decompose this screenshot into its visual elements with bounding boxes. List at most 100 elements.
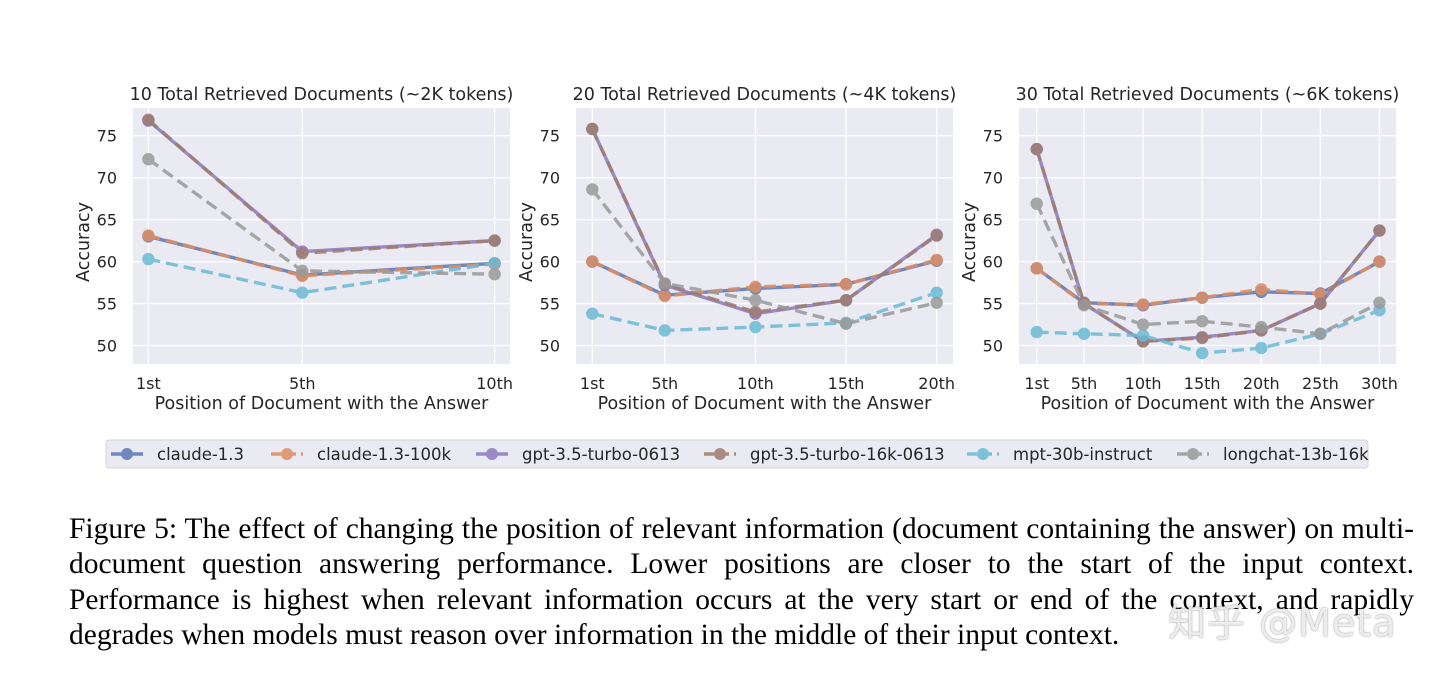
data-point bbox=[1136, 329, 1150, 342]
data-point bbox=[1195, 314, 1209, 328]
legend-label: claude-1.3 bbox=[157, 445, 244, 464]
data-point bbox=[1373, 255, 1386, 268]
legend-label: gpt-3.5-turbo-16k-0613 bbox=[750, 445, 945, 464]
y-tick-label: 50 bbox=[97, 337, 117, 356]
data-point bbox=[1136, 298, 1150, 311]
data-point bbox=[749, 294, 762, 307]
data-point bbox=[1195, 331, 1209, 345]
y-tick-label: 75 bbox=[97, 127, 117, 146]
y-tick-label: 75 bbox=[983, 127, 1003, 146]
data-point bbox=[488, 234, 501, 247]
data-point bbox=[1314, 327, 1327, 340]
chart-panel-3: 50 55 60 65 70 75 1st 5th 10th 15th 20th 25th 30th 30… bbox=[960, 85, 1399, 414]
series-mpt-30b-instruct bbox=[142, 252, 501, 299]
data-point bbox=[142, 113, 155, 126]
data-point bbox=[749, 320, 762, 334]
chart-panel-1: 50 55 60 65 70 75 1st 5th 10th 10 Total Retrieved… bbox=[74, 85, 513, 414]
data-point bbox=[839, 317, 853, 330]
series-mpt-30b-instruct bbox=[586, 286, 943, 337]
watermark: 知乎 @Meta bbox=[1168, 601, 1397, 645]
legend-item-longchat-13b-16k bbox=[1177, 448, 1209, 460]
data-point bbox=[930, 229, 943, 242]
data-point bbox=[586, 255, 599, 268]
legend-item-mpt-30b-instruct bbox=[967, 448, 999, 460]
plot-area bbox=[133, 108, 510, 364]
y-axis-label: Accuracy bbox=[517, 202, 537, 282]
chart-panels: 50 55 60 65 70 75 1st 5th 10th 10 Total Retrieved… bbox=[74, 85, 1399, 414]
x-tick-label: 20th bbox=[918, 374, 955, 393]
x-tick-label: 10th bbox=[476, 374, 513, 393]
data-point bbox=[1373, 296, 1386, 309]
legend-marker bbox=[977, 448, 989, 460]
y-tick-label: 60 bbox=[983, 253, 1003, 272]
series-longchat-13b-16k bbox=[586, 183, 943, 330]
legend-label: longchat-13b-16k bbox=[1223, 445, 1369, 464]
x-tick-label: 30th bbox=[1361, 374, 1398, 393]
series-line bbox=[590, 128, 938, 314]
y-tick-label: 55 bbox=[540, 295, 560, 314]
legend-item-gpt-3.5-turbo-0613 bbox=[476, 448, 508, 460]
data-point bbox=[296, 264, 309, 278]
x-tick-label: 10th bbox=[737, 374, 774, 393]
legend: claude-1.3 claude-1.3-100k gpt-3.5-turbo-0… bbox=[105, 439, 1369, 469]
x-tick-label: 20th bbox=[1243, 374, 1280, 393]
legend-label: mpt-30b-instruct bbox=[1013, 445, 1153, 464]
data-point bbox=[658, 324, 672, 337]
data-point bbox=[586, 122, 599, 136]
x-tick-label: 5th bbox=[289, 374, 316, 393]
legend-item-claude-1.3 bbox=[111, 448, 143, 460]
data-point bbox=[839, 278, 853, 291]
data-point bbox=[296, 247, 309, 260]
data-point bbox=[1030, 262, 1043, 275]
series-longchat-13b-16k bbox=[142, 153, 501, 281]
data-point bbox=[658, 289, 672, 303]
x-axis-label: Position of Document with the Answer bbox=[155, 394, 490, 414]
chart-title: 30 Total Retrieved Documents (~6K tokens… bbox=[1016, 85, 1400, 105]
data-point bbox=[1195, 291, 1209, 304]
data-point bbox=[142, 229, 155, 242]
data-point bbox=[930, 296, 943, 309]
data-point bbox=[1030, 142, 1043, 156]
data-point bbox=[488, 257, 501, 270]
legend-marker bbox=[486, 448, 498, 460]
x-tick-label: 1st bbox=[136, 374, 161, 393]
x-tick-label: 5th bbox=[1071, 374, 1098, 393]
x-tick-label: 1st bbox=[1024, 374, 1049, 393]
data-point bbox=[1077, 299, 1091, 312]
y-tick-label: 70 bbox=[97, 169, 117, 188]
x-tick-label: 5th bbox=[652, 374, 679, 393]
figure-caption: Figure 5: The effect of changing the pos… bbox=[69, 513, 1414, 651]
y-tick-label: 55 bbox=[97, 295, 117, 314]
data-point bbox=[142, 153, 155, 166]
y-axis-label: Accuracy bbox=[74, 202, 94, 282]
y-tick-label: 50 bbox=[540, 337, 560, 356]
data-point bbox=[749, 280, 762, 293]
series-longchat-13b-16k bbox=[1030, 197, 1386, 340]
data-point bbox=[296, 286, 309, 299]
data-point bbox=[930, 253, 943, 267]
y-tick-label: 70 bbox=[983, 169, 1003, 188]
legend-marker bbox=[281, 448, 293, 460]
data-point bbox=[749, 305, 762, 319]
y-tick-label: 75 bbox=[540, 127, 560, 146]
data-point bbox=[586, 183, 599, 196]
data-point bbox=[1314, 297, 1327, 310]
x-axis-label: Position of Document with the Answer bbox=[598, 394, 933, 414]
data-point bbox=[488, 267, 501, 281]
data-point bbox=[1030, 325, 1043, 339]
series-line bbox=[590, 188, 938, 326]
chart-panel-2: 50 55 60 65 70 75 1st 5th 10th 15th 20th 20 Total R… bbox=[517, 85, 956, 414]
y-tick-label: 65 bbox=[540, 211, 560, 230]
chart-title: 20 Total Retrieved Documents (~4K tokens… bbox=[573, 85, 957, 105]
x-tick-label: 25th bbox=[1302, 374, 1339, 393]
data-point bbox=[658, 277, 672, 290]
data-point bbox=[839, 294, 853, 307]
y-tick-label: 60 bbox=[540, 253, 560, 272]
y-axis-label: Accuracy bbox=[960, 202, 980, 282]
legend-item-gpt-3.5-turbo-16k-0613 bbox=[704, 448, 736, 460]
data-point bbox=[930, 286, 943, 299]
series-gpt-3.5-turbo-16k-0613 bbox=[142, 113, 501, 260]
data-point bbox=[1255, 283, 1268, 296]
y-tick-label: 60 bbox=[97, 253, 117, 272]
data-point bbox=[1195, 346, 1209, 360]
